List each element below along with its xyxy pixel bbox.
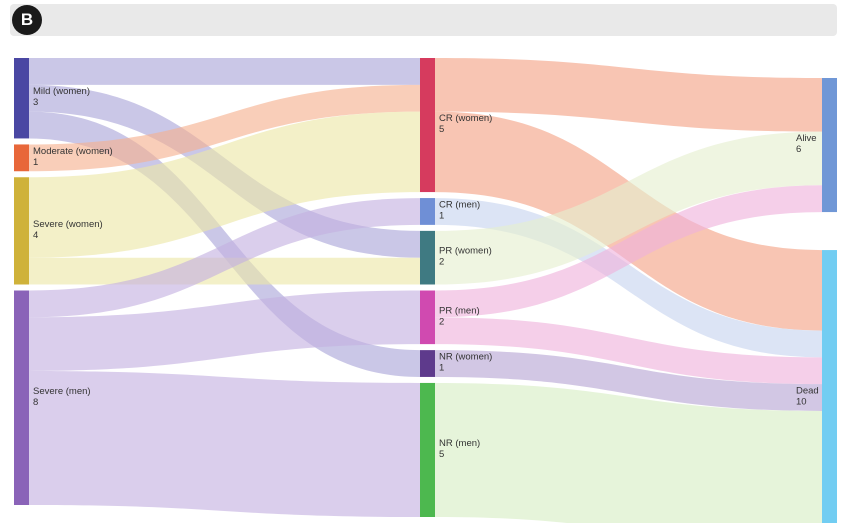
node-value-cr_women: 5	[439, 124, 444, 135]
node-pr_men	[420, 290, 435, 345]
node-severe_women	[14, 177, 29, 285]
node-label-severe_women: Severe (women)	[33, 219, 103, 230]
node-value-mild_women: 3	[33, 97, 38, 108]
node-label-nr_men: NR (men)	[439, 438, 480, 449]
node-label-dead: Dead	[796, 386, 819, 397]
node-mild_women	[14, 58, 29, 139]
node-nr_women	[420, 350, 435, 377]
link-pr_men-to-alive	[435, 185, 822, 318]
link-severe_women-to-cr_women	[29, 111, 420, 258]
link-severe_men-to-cr_men	[29, 198, 420, 318]
link-severe_men-to-pr_men	[29, 290, 420, 371]
node-cr_women	[420, 58, 435, 193]
node-pr_women	[420, 230, 435, 285]
node-cr_men	[420, 198, 435, 225]
node-label-cr_women: CR (women)	[439, 113, 492, 124]
header-bar	[10, 4, 837, 36]
link-pr_men-to-dead	[435, 317, 822, 385]
node-label-pr_men: PR (men)	[439, 305, 480, 316]
node-value-pr_women: 2	[439, 257, 444, 268]
node-label-mild_women: Mild (women)	[33, 86, 90, 97]
link-moderate_women-to-cr_women	[29, 84, 420, 172]
node-alive	[822, 78, 837, 213]
node-label-severe_men: Severe (men)	[33, 386, 91, 397]
node-label-moderate_women: Moderate (women)	[33, 146, 113, 157]
node-label-pr_women: PR (women)	[439, 246, 492, 257]
link-pr_women-to-alive	[435, 131, 822, 285]
node-value-alive: 6	[796, 144, 801, 155]
link-nr_men-to-dead	[435, 382, 822, 523]
node-value-cr_men: 1	[439, 210, 444, 221]
link-cr_women-to-alive	[435, 58, 822, 132]
node-label-cr_men: CR (men)	[439, 199, 480, 210]
link-severe_men-to-nr_men	[29, 370, 420, 517]
node-label-nr_women: NR (women)	[439, 352, 492, 363]
node-severe_men	[14, 290, 29, 505]
nodes-layer	[14, 58, 837, 523]
link-mild_women-to-cr_women	[29, 58, 420, 85]
node-value-pr_men: 2	[439, 316, 444, 327]
link-nr_women-to-dead	[435, 350, 822, 411]
node-value-nr_women: 1	[439, 363, 444, 374]
node-value-nr_men: 5	[439, 449, 444, 460]
node-label-alive: Alive	[796, 133, 817, 144]
node-dead	[822, 250, 837, 523]
node-value-severe_men: 8	[33, 397, 38, 408]
links-layer	[29, 58, 822, 523]
panel-label-badge: B	[12, 5, 42, 35]
node-value-dead: 10	[796, 397, 807, 408]
node-value-moderate_women: 1	[33, 157, 38, 168]
node-value-severe_women: 4	[33, 230, 38, 241]
node-nr_men	[420, 382, 435, 517]
node-moderate_women	[14, 144, 29, 172]
